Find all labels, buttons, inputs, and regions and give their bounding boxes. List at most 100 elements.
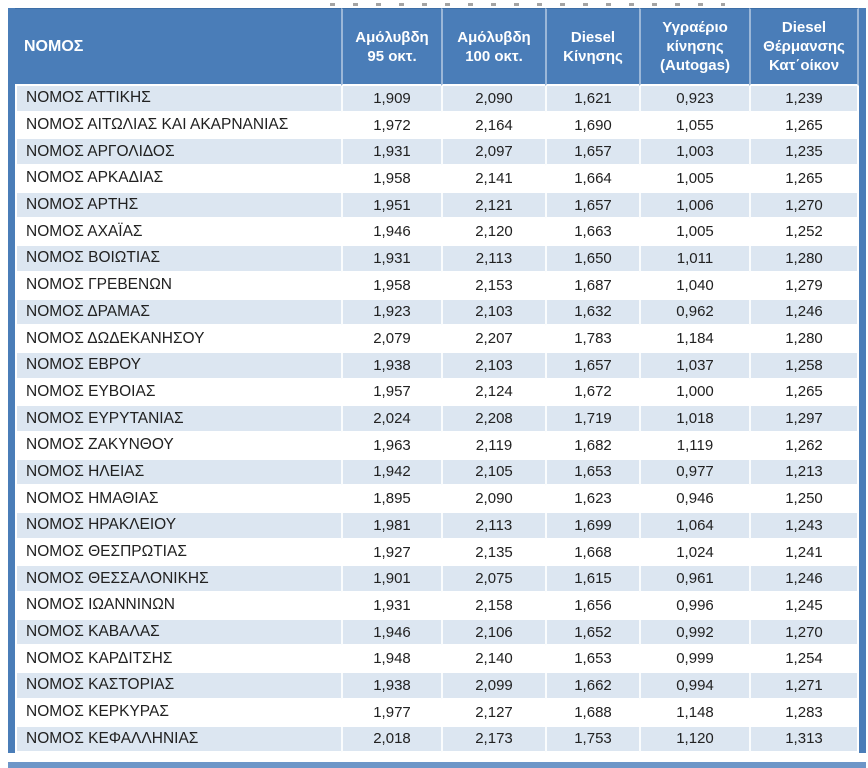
- cell-heating: 1,243: [749, 513, 859, 540]
- table-row: ΝΟΜΟΣ ΑΤΤΙΚΗΣ 1,909 2,090 1,621 0,923 1,239: [15, 86, 859, 113]
- cell-diesel: 1,663: [545, 219, 639, 247]
- cell-u95: 1,931: [341, 593, 441, 620]
- cropped-title-remnant: [330, 3, 725, 6]
- cell-autogas: 1,055: [639, 112, 749, 140]
- cell-u95: 1,901: [341, 566, 441, 594]
- cell-heating: 1,254: [749, 646, 859, 674]
- table-row: ΝΟΜΟΣ ΚΕΡΚΥΡΑΣ 1,977 2,127 1,688 1,148 1,283: [15, 699, 859, 727]
- cell-nomos: ΝΟΜΟΣ ΖΑΚΥΝΘΟΥ: [15, 432, 341, 460]
- cell-u95: 2,024: [341, 406, 441, 433]
- cell-u95: 2,018: [341, 726, 441, 754]
- cell-nomos: ΝΟΜΟΣ ΔΡΑΜΑΣ: [15, 299, 341, 327]
- cell-u100: 2,121: [441, 192, 545, 220]
- table-row: ΝΟΜΟΣ ΔΩΔΕΚΑΝΗΣΟΥ 2,079 2,207 1,783 1,184 1,2…: [15, 326, 859, 353]
- cell-heating: 1,265: [749, 112, 859, 140]
- header-row: ΝΟΜΟΣ Αμόλυβδη 95 οκτ. Αμόλυβδη 100 οκτ. Di…: [15, 8, 859, 86]
- cell-nomos: ΝΟΜΟΣ ΑΧΑΪΑΣ: [15, 219, 341, 247]
- cell-u100: 2,207: [441, 326, 545, 353]
- cell-nomos: ΝΟΜΟΣ ΚΑΒΑΛΑΣ: [15, 619, 341, 647]
- cell-nomos: ΝΟΜΟΣ ΘΕΣΠΡΩΤΙΑΣ: [15, 539, 341, 567]
- cell-u95: 1,977: [341, 699, 441, 727]
- cell-nomos: ΝΟΜΟΣ ΗΛΕΙΑΣ: [15, 459, 341, 487]
- cell-u95: 1,927: [341, 539, 441, 567]
- table-row: ΝΟΜΟΣ ΚΕΦΑΛΛΗΝΙΑΣ 2,018 2,173 1,753 1,120 1,3…: [15, 726, 859, 754]
- cell-u100: 2,140: [441, 646, 545, 674]
- cell-autogas: 1,018: [639, 406, 749, 433]
- cell-u95: 1,931: [341, 139, 441, 167]
- column-header-diesel: Diesel Κίνησης: [545, 8, 639, 86]
- cell-u95: 1,923: [341, 299, 441, 327]
- cell-nomos: ΝΟΜΟΣ ΙΩΑΝΝΙΝΩΝ: [15, 593, 341, 620]
- cell-u95: 1,946: [341, 219, 441, 247]
- table-row: ΝΟΜΟΣ ΚΑΒΑΛΑΣ 1,946 2,106 1,652 0,992 1,270: [15, 619, 859, 647]
- cell-diesel: 1,688: [545, 699, 639, 727]
- cell-u100: 2,075: [441, 566, 545, 594]
- column-header-u95: Αμόλυβδη 95 οκτ.: [341, 8, 441, 86]
- cell-heating: 1,258: [749, 352, 859, 380]
- cell-diesel: 1,664: [545, 166, 639, 193]
- cell-u95: 1,909: [341, 86, 441, 113]
- cell-heating: 1,246: [749, 566, 859, 594]
- table-row: ΝΟΜΟΣ ΚΑΣΤΟΡΙΑΣ 1,938 2,099 1,662 0,994 1,271: [15, 673, 859, 700]
- cell-diesel: 1,657: [545, 139, 639, 167]
- cell-diesel: 1,753: [545, 726, 639, 754]
- table-row: ΝΟΜΟΣ ΑΡΤΗΣ 1,951 2,121 1,657 1,006 1,270: [15, 192, 859, 220]
- cell-u100: 2,113: [441, 246, 545, 273]
- cell-u100: 2,103: [441, 299, 545, 327]
- cell-diesel: 1,783: [545, 326, 639, 353]
- cell-u100: 2,141: [441, 166, 545, 193]
- column-header-u100: Αμόλυβδη 100 οκτ.: [441, 8, 545, 86]
- table-row: ΝΟΜΟΣ ΗΜΑΘΙΑΣ 1,895 2,090 1,623 0,946 1,250: [15, 486, 859, 513]
- table-row: ΝΟΜΟΣ ΕΥΒΟΙΑΣ 1,957 2,124 1,672 1,000 1,265: [15, 379, 859, 407]
- cell-nomos: ΝΟΜΟΣ ΗΡΑΚΛΕΙΟΥ: [15, 513, 341, 540]
- cell-autogas: 1,148: [639, 699, 749, 727]
- cell-u95: 1,951: [341, 192, 441, 220]
- table-row: ΝΟΜΟΣ ΗΡΑΚΛΕΙΟΥ 1,981 2,113 1,699 1,064 1,243: [15, 513, 859, 540]
- cell-nomos: ΝΟΜΟΣ ΑΡΚΑΔΙΑΣ: [15, 166, 341, 193]
- table-row: ΝΟΜΟΣ ΕΒΡΟΥ 1,938 2,103 1,657 1,037 1,258: [15, 352, 859, 380]
- table-row: ΝΟΜΟΣ ΑΧΑΪΑΣ 1,946 2,120 1,663 1,005 1,252: [15, 219, 859, 247]
- cell-u95: 1,942: [341, 459, 441, 487]
- cell-diesel: 1,719: [545, 406, 639, 433]
- cell-heating: 1,246: [749, 299, 859, 327]
- cell-autogas: 1,120: [639, 726, 749, 754]
- cell-nomos: ΝΟΜΟΣ ΚΕΦΑΛΛΗΝΙΑΣ: [15, 726, 341, 754]
- cell-u100: 2,153: [441, 272, 545, 300]
- cell-diesel: 1,615: [545, 566, 639, 594]
- cell-u95: 1,946: [341, 619, 441, 647]
- cell-autogas: 1,119: [639, 432, 749, 460]
- cell-autogas: 1,024: [639, 539, 749, 567]
- cell-autogas: 1,011: [639, 246, 749, 273]
- cell-nomos: ΝΟΜΟΣ ΘΕΣΣΑΛΟΝΙΚΗΣ: [15, 566, 341, 594]
- cell-autogas: 1,006: [639, 192, 749, 220]
- cell-u100: 2,097: [441, 139, 545, 167]
- cell-heating: 1,235: [749, 139, 859, 167]
- cell-diesel: 1,623: [545, 486, 639, 513]
- table-row: ΝΟΜΟΣ ΑΡΚΑΔΙΑΣ 1,958 2,141 1,664 1,005 1,265: [15, 166, 859, 193]
- table-row: ΝΟΜΟΣ ΗΛΕΙΑΣ 1,942 2,105 1,653 0,977 1,213: [15, 459, 859, 487]
- column-header-heating: Diesel Θέρμανσης Κατ΄οίκον: [749, 8, 859, 86]
- cell-diesel: 1,690: [545, 112, 639, 140]
- cell-heating: 1,245: [749, 593, 859, 620]
- cell-u95: 1,981: [341, 513, 441, 540]
- cell-u100: 2,120: [441, 219, 545, 247]
- cell-u100: 2,090: [441, 86, 545, 113]
- cell-autogas: 0,994: [639, 673, 749, 700]
- table-row: ΝΟΜΟΣ ΘΕΣΣΑΛΟΝΙΚΗΣ 1,901 2,075 1,615 0,961 1,…: [15, 566, 859, 594]
- cell-diesel: 1,657: [545, 192, 639, 220]
- cell-autogas: 1,064: [639, 513, 749, 540]
- cell-heating: 1,280: [749, 246, 859, 273]
- cell-diesel: 1,668: [545, 539, 639, 567]
- cell-autogas: 0,996: [639, 593, 749, 620]
- column-header-autogas: Υγραέριο κίνησης (Autogas): [639, 8, 749, 86]
- cell-autogas: 1,037: [639, 352, 749, 380]
- cell-heating: 1,239: [749, 86, 859, 113]
- cell-autogas: 1,040: [639, 272, 749, 300]
- cell-autogas: 0,992: [639, 619, 749, 647]
- cell-autogas: 0,999: [639, 646, 749, 674]
- cell-heating: 1,265: [749, 379, 859, 407]
- fuel-price-table: ΝΟΜΟΣ Αμόλυβδη 95 οκτ. Αμόλυβδη 100 οκτ. Di…: [15, 8, 859, 754]
- cell-heating: 1,271: [749, 673, 859, 700]
- cell-u95: 1,948: [341, 646, 441, 674]
- cropped-next-row-strip: [8, 762, 866, 768]
